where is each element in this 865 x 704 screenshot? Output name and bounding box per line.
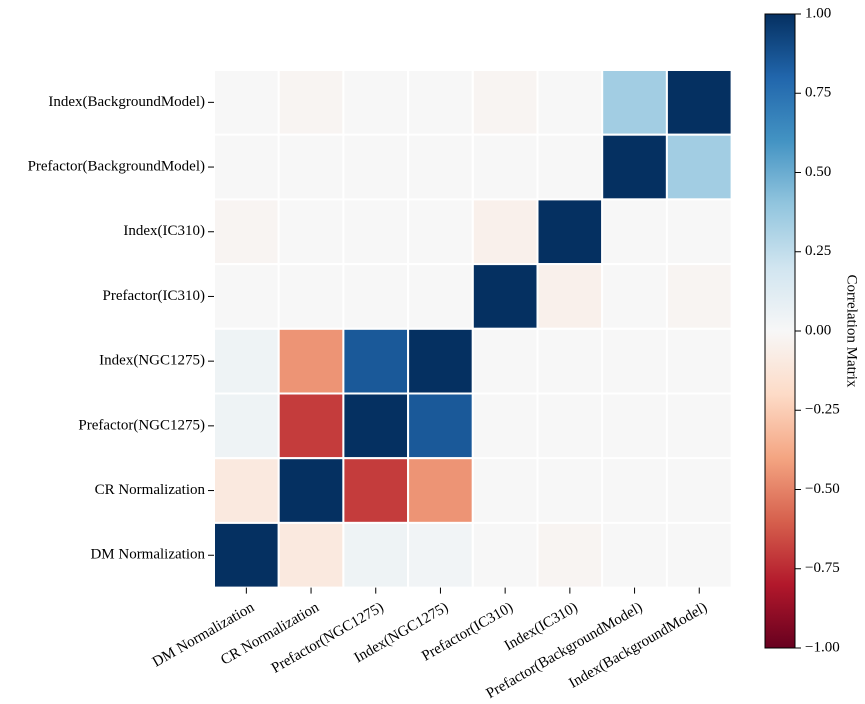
heatmap-cell: [342, 69, 410, 136]
colorbar-tick-label: 0.75: [805, 85, 831, 101]
y-tick-label: Index(NGC1275): [99, 353, 205, 369]
heatmap-cell: [601, 521, 668, 589]
heatmap-cell: [342, 133, 410, 201]
colorbar-tick-label: 0.25: [805, 243, 831, 259]
colorbar-ticks: 1.00 0.75 0.50 0.25 0.00 −0.25 −0.50 −0.75 −1.00: [795, 5, 840, 655]
y-tick-label: DM Normalization: [90, 547, 205, 563]
heatmap-cell: [665, 521, 733, 589]
colorbar-tick-label: −0.50: [805, 481, 840, 497]
heatmap-cell: [277, 457, 345, 524]
heatmap-cell: [213, 69, 280, 136]
y-axis: Index(BackgroundModel) Prefactor(Backgrou…: [28, 94, 214, 563]
heatmap-cell: [601, 327, 668, 395]
heatmap-cell: [601, 133, 668, 201]
heatmap-cell: [213, 392, 280, 460]
heatmap-cell: [601, 457, 668, 524]
heatmap-cell: [471, 327, 539, 395]
heatmap-cell: [407, 457, 474, 524]
colorbar-tick-label: 1.00: [805, 5, 831, 21]
colorbar-tick-label: 0.00: [805, 322, 831, 338]
heatmap-cell: [277, 327, 345, 395]
heatmap-cell: [471, 198, 539, 266]
heatmap-cell: [407, 69, 474, 136]
heatmap-cell: [407, 133, 474, 201]
heatmap-cell: [536, 392, 604, 460]
heatmap-cell: [471, 521, 539, 589]
heatmap-cell: [471, 457, 539, 524]
heatmap-cell: [601, 263, 668, 330]
heatmap-cell: [536, 133, 604, 201]
heatmap-cell: [213, 133, 280, 201]
heatmap-cell: [536, 69, 604, 136]
heatmap-cell: [536, 263, 604, 330]
heatmap-cells: [213, 69, 733, 589]
heatmap-cell: [665, 198, 733, 266]
heatmap-cell: [342, 457, 410, 524]
heatmap-cell: [407, 263, 474, 330]
heatmap-cell: [536, 457, 604, 524]
heatmap-cell: [213, 198, 280, 266]
y-tick-label: CR Normalization: [95, 482, 206, 498]
heatmap-cell: [601, 69, 668, 136]
heatmap-cell: [601, 392, 668, 460]
heatmap-cell: [665, 69, 733, 136]
heatmap-cell: [665, 327, 733, 395]
heatmap-cell: [213, 327, 280, 395]
heatmap-cell: [407, 521, 474, 589]
colorbar-tick-label: −0.25: [805, 402, 840, 418]
heatmap-cell: [407, 392, 474, 460]
heatmap-cell: [277, 69, 345, 136]
heatmap-cell: [665, 263, 733, 330]
heatmap-cell: [665, 457, 733, 524]
colorbar-label: Correlation Matrix: [844, 275, 860, 388]
y-tick-label: Prefactor(NGC1275): [78, 417, 205, 433]
y-tick-label: Index(IC310): [123, 223, 205, 239]
colorbar-tick-label: −0.75: [805, 560, 840, 576]
heatmap-cell: [471, 133, 539, 201]
heatmap-cell: [601, 198, 668, 266]
heatmap-cell: [342, 521, 410, 589]
y-tick-label: Index(BackgroundModel): [48, 94, 205, 110]
heatmap-cell: [536, 521, 604, 589]
heatmap-cell: [277, 521, 345, 589]
heatmap-cell: [213, 263, 280, 330]
y-tick-label: Prefactor(IC310): [103, 288, 205, 304]
heatmap-cell: [342, 327, 410, 395]
y-tick-label: Prefactor(BackgroundModel): [28, 158, 205, 174]
x-tick-label: Prefactor(NGC1275): [269, 600, 387, 677]
heatmap-cell: [407, 327, 474, 395]
heatmap-cell: [342, 198, 410, 266]
colorbar: 1.00 0.75 0.50 0.25 0.00 −0.25 −0.50 −0.75 −1.00…: [764, 5, 860, 655]
heatmap-cell: [342, 392, 410, 460]
heatmap-cell: [342, 263, 410, 330]
heatmap-cell: [536, 327, 604, 395]
heatmap-cell: [213, 521, 280, 589]
colorbar-tick-label: 0.50: [805, 164, 831, 180]
colorbar-gradient: [764, 13, 796, 649]
heatmap-cell: [536, 198, 604, 266]
heatmap-cell: [665, 133, 733, 201]
heatmap-cell: [277, 133, 345, 201]
heatmap-cell: [471, 263, 539, 330]
heatmap-cell: [277, 198, 345, 266]
heatmap-cell: [277, 392, 345, 460]
heatmap-cell: [471, 69, 539, 136]
colorbar-tick-label: −1.00: [805, 639, 840, 655]
heatmap-cell: [665, 392, 733, 460]
x-tick-label: DM Normalization: [150, 599, 258, 670]
heatmap-cell: [471, 392, 539, 460]
heatmap-cell: [213, 457, 280, 524]
heatmap-cell: [407, 198, 474, 266]
heatmap-cell: [277, 263, 345, 330]
